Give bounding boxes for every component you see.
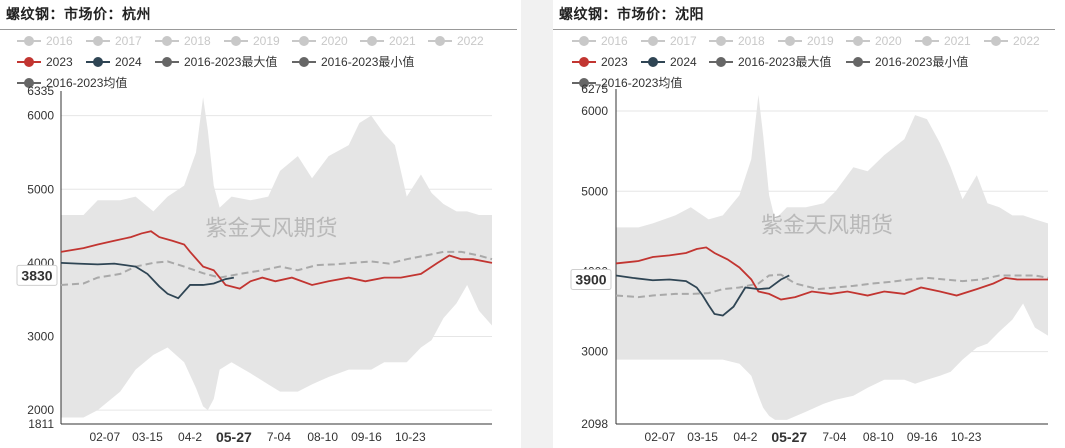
chart-legend: 2016 2017 2018 2019 2020 2021 2022 2023 … [0,31,521,93]
watermark: 紫金天风期货 [205,216,337,241]
panel-separator [521,0,553,448]
legend-symbol-icon [17,78,41,88]
x-pointer-label: 05-27 [771,429,807,445]
legend-symbol-icon [292,57,316,67]
y-tick-label: 6000 [581,104,608,118]
legend-symbol-icon [17,57,41,67]
y-tick-label: 3000 [27,329,54,343]
y-pointer-label: 3830 [21,267,52,283]
x-pointer-label: 05-27 [216,429,252,445]
x-tick-label: 02-07 [645,430,676,444]
series-2024-line [60,261,235,300]
x-tick-label: 10-23 [951,430,982,444]
x-tick-label: 02-07 [89,430,120,444]
y-tick-label: 2098 [581,417,608,431]
x-tick-label: 08-10 [307,430,338,444]
x-tick-label: 03-15 [687,430,718,444]
x-tick-label: 7-04 [267,430,291,444]
series-2023-line [60,230,493,290]
legend-symbol-icon [428,36,452,46]
legend-symbol-icon [709,57,733,67]
legend-symbol-icon [155,57,179,67]
x-tick-label: 04-2 [733,430,757,444]
y-tick-label: 2000 [27,403,54,417]
y-tick-label: 6275 [581,82,608,96]
legend-symbol-icon [846,36,870,46]
legend-symbol-icon [846,57,870,67]
legend-symbol-icon [984,36,1008,46]
legend-symbol-icon [360,36,384,46]
y-tick-label: 1811 [28,417,54,431]
legend-symbol-icon [915,36,939,46]
x-tick-label: 03-15 [132,430,163,444]
legend-symbol-icon [778,36,802,46]
legend-symbol-icon [292,36,316,46]
x-tick-label: 08-10 [863,430,894,444]
chart-title: 螺纹钢：市场价：杭州 [6,7,151,23]
legend-symbol-icon [155,36,179,46]
title-rule [553,29,1055,30]
y-pointer-box [570,268,612,290]
plot-area: 209830004000500060006275紫金天风期货02-0703-15… [570,82,1049,445]
legend-symbol-icon [86,57,110,67]
watermark: 紫金天风期货 [761,213,893,238]
max-min-band [61,97,492,418]
y-tick-label: 5000 [581,184,608,198]
title-rule [0,29,517,30]
series-2023-line [615,246,1048,301]
plot-svg: 209830004000500060006275紫金天风期货02-0703-15… [570,82,1049,445]
legend-symbol-icon [709,36,733,46]
y-tick-label: 5000 [27,182,54,196]
chart-legend: 2016 2017 2018 2019 2020 2021 2022 2023 … [553,31,1065,93]
legend-symbol-icon [572,78,596,88]
x-tick-label: 09-16 [907,430,938,444]
x-tick-label: 10-23 [395,430,426,444]
legend-symbol-icon [17,36,41,46]
series-2024-line [615,274,790,317]
legend-symbol-icon [224,36,248,46]
y-tick-label: 6000 [27,109,54,123]
chart-title: 螺纹钢：市场价：沈阳 [559,7,704,23]
y-pointer-label: 3900 [575,271,606,287]
series-mean-line [615,273,1049,299]
max-min-band [616,95,1048,420]
chart-panel-hangzhou: 螺纹钢：市场价：杭州 2016 2017 2018 2019 2020 2021… [0,0,521,448]
y-tick-label: 3000 [581,345,608,359]
legend-symbol-icon [86,36,110,46]
legend-symbol-icon [641,57,665,67]
legend-symbol-icon [572,36,596,46]
x-tick-label: 04-2 [178,430,202,444]
y-tick-label: 6335 [27,84,54,98]
legend-symbol-icon [572,57,596,67]
x-tick-label: 09-16 [351,430,382,444]
x-tick-label: 7-04 [822,430,846,444]
chart-panel-shenyang: 螺纹钢：市场价：沈阳 2016 2017 2018 2019 2020 2021… [553,0,1065,448]
y-pointer-box [16,264,58,286]
legend-symbol-icon [641,36,665,46]
